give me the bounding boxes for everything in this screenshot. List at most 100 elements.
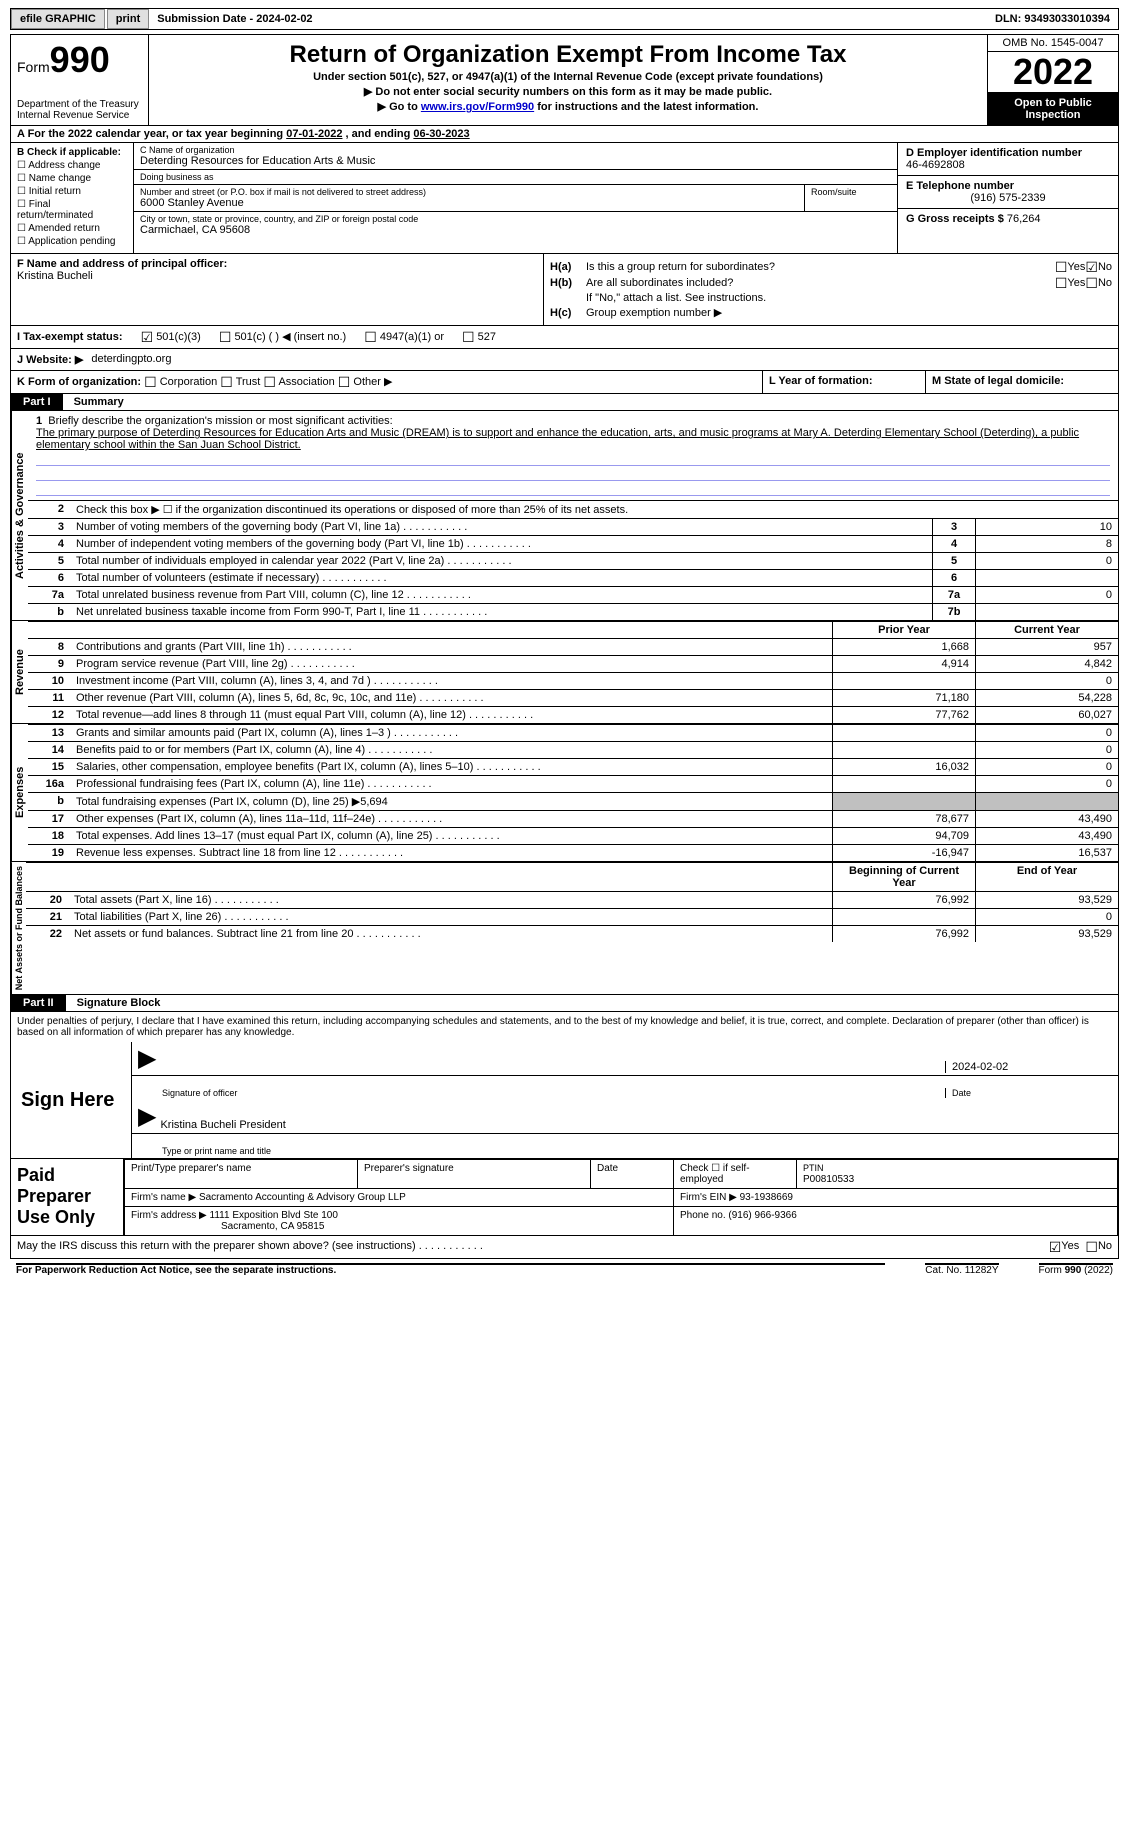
opt-527[interactable]: ☐ 527 bbox=[462, 330, 496, 344]
row-klm: K Form of organization: ☐ Corporation ☐ … bbox=[10, 371, 1119, 394]
form-subtitle: Under section 501(c), 527, or 4947(a)(1)… bbox=[155, 71, 981, 83]
part-i-title: Summary bbox=[66, 394, 132, 410]
ha-yes[interactable]: ☐ bbox=[1055, 260, 1068, 274]
firm-ein: 93-1938669 bbox=[740, 1192, 793, 1203]
room-label: Room/suite bbox=[811, 187, 891, 197]
street-value: 6000 Stanley Avenue bbox=[140, 197, 798, 209]
opt-other[interactable]: ☐ Other ▶ bbox=[338, 376, 393, 388]
firm-phone: (916) 966-9366 bbox=[728, 1210, 796, 1221]
paid-preparer-block: Paid Preparer Use Only Print/Type prepar… bbox=[10, 1159, 1119, 1236]
form-title: Return of Organization Exempt From Incom… bbox=[155, 41, 981, 69]
side-revenue: Revenue bbox=[11, 621, 28, 723]
ha-no[interactable]: ☑ bbox=[1085, 260, 1098, 274]
row-j: J Website: ▶ deterdingpto.org bbox=[10, 349, 1119, 371]
table-row: 18Total expenses. Add lines 13–17 (must … bbox=[28, 828, 1118, 845]
summary-section: Activities & Governance 1 Briefly descri… bbox=[10, 411, 1119, 995]
open-inspection-label: Open to Public Inspection bbox=[988, 93, 1118, 125]
opt-4947[interactable]: ☐ 4947(a)(1) or bbox=[364, 330, 444, 344]
table-row: 13Grants and similar amounts paid (Part … bbox=[28, 725, 1118, 742]
self-emp-label: Check ☐ if self-employed bbox=[674, 1160, 797, 1189]
firm-addr2: Sacramento, CA 95815 bbox=[221, 1221, 324, 1232]
print-name-label: Type or print name and title bbox=[162, 1146, 1112, 1156]
website-value: deterdingpto.org bbox=[91, 353, 171, 366]
part-ii-title: Signature Block bbox=[69, 995, 169, 1011]
phone-label: E Telephone number bbox=[906, 180, 1110, 192]
check-address-change[interactable]: ☐ Address change bbox=[17, 160, 127, 171]
sig-date-label: Date bbox=[945, 1088, 1112, 1098]
table-row: 10Investment income (Part VIII, column (… bbox=[28, 673, 1118, 690]
side-governance: Activities & Governance bbox=[11, 411, 28, 620]
table-row: 17Other expenses (Part IX, column (A), l… bbox=[28, 811, 1118, 828]
sign-date: 2024-02-02 bbox=[945, 1061, 1112, 1073]
sign-here-label: Sign Here bbox=[11, 1042, 132, 1158]
opt-501c[interactable]: ☐ 501(c) ( ) ◀ (insert no.) bbox=[219, 330, 346, 344]
table-row: bNet unrelated business taxable income f… bbox=[28, 604, 1118, 621]
org-name: Deterding Resources for Education Arts &… bbox=[140, 155, 891, 167]
form-header: Form990 Department of the Treasury Inter… bbox=[10, 34, 1119, 126]
dba-label: Doing business as bbox=[140, 172, 891, 182]
box-m: M State of legal domicile: bbox=[926, 371, 1118, 393]
discuss-row: May the IRS discuss this return with the… bbox=[10, 1236, 1119, 1259]
row-fh: F Name and address of principal officer:… bbox=[10, 254, 1119, 326]
city-value: Carmichael, CA 95608 bbox=[140, 224, 891, 236]
check-amended-return[interactable]: ☐ Amended return bbox=[17, 223, 127, 234]
name-label: C Name of organization bbox=[140, 145, 891, 155]
h-a-row: H(a)Is this a group return for subordina… bbox=[550, 260, 1112, 274]
section-abc: B Check if applicable: ☐ Address change … bbox=[10, 143, 1119, 254]
opt-trust[interactable]: ☐ Trust bbox=[220, 376, 260, 388]
hb-no[interactable]: ☐ bbox=[1085, 276, 1098, 290]
table-row: 6Total number of volunteers (estimate if… bbox=[28, 570, 1118, 587]
h-b-row: H(b)Are all subordinates included? ☐Yes … bbox=[550, 276, 1112, 290]
cat-number: Cat. No. 11282Y bbox=[925, 1263, 998, 1276]
dept-label: Department of the Treasury bbox=[17, 99, 142, 110]
officer-label: F Name and address of principal officer: bbox=[17, 258, 537, 270]
sig-officer-label: Signature of officer bbox=[162, 1088, 945, 1098]
box-b: B Check if applicable: ☐ Address change … bbox=[11, 143, 134, 253]
print-button[interactable]: print bbox=[107, 9, 149, 29]
row-i: I Tax-exempt status: ☑ 501(c)(3) ☐ 501(c… bbox=[10, 326, 1119, 349]
h-b-note: If "No," attach a list. See instructions… bbox=[550, 292, 1112, 304]
opt-501c3[interactable]: ☑ 501(c)(3) bbox=[141, 330, 201, 344]
part-ii-header: Part II bbox=[11, 995, 66, 1011]
city-label: City or town, state or province, country… bbox=[140, 214, 891, 224]
check-name-change[interactable]: ☐ Name change bbox=[17, 173, 127, 184]
check-initial-return[interactable]: ☐ Initial return bbox=[17, 186, 127, 197]
gross-value: 76,264 bbox=[1007, 213, 1041, 225]
prep-name-label: Print/Type preparer's name bbox=[125, 1160, 358, 1189]
sign-arrow-icon-2: ▶ bbox=[138, 1102, 156, 1131]
firm-name: Sacramento Accounting & Advisory Group L… bbox=[199, 1192, 406, 1203]
table-row: 11Other revenue (Part VIII, column (A), … bbox=[28, 690, 1118, 707]
opt-assoc[interactable]: ☐ Association bbox=[263, 376, 334, 388]
table-row: 2Check this box ▶ ☐ if the organization … bbox=[28, 501, 1118, 519]
table-row: 20Total assets (Part X, line 16)76,99293… bbox=[26, 892, 1118, 909]
discuss-question: May the IRS discuss this return with the… bbox=[17, 1240, 1049, 1254]
form-org-label: K Form of organization: bbox=[17, 376, 141, 388]
hb-yes[interactable]: ☐ bbox=[1055, 276, 1068, 290]
check-final-return[interactable]: ☐ Final return/terminated bbox=[17, 199, 127, 221]
check-app-pending[interactable]: ☐ Application pending bbox=[17, 236, 127, 247]
dln-label: DLN: 93493033010394 bbox=[995, 13, 1118, 25]
box-deg: D Employer identification number 46-4692… bbox=[898, 143, 1118, 253]
opt-corp[interactable]: ☐ Corporation bbox=[144, 376, 217, 388]
submission-date-label: Submission Date - 2024-02-02 bbox=[151, 13, 318, 25]
prep-sig-label: Preparer's signature bbox=[358, 1160, 591, 1189]
omb-number: OMB No. 1545-0047 bbox=[988, 35, 1118, 52]
firm-addr1: 1111 Exposition Blvd Ste 100 bbox=[210, 1210, 338, 1221]
discuss-yes[interactable]: ☑ bbox=[1049, 1240, 1062, 1254]
end-year-hdr: End of Year bbox=[976, 863, 1119, 892]
table-row: 7aTotal unrelated business revenue from … bbox=[28, 587, 1118, 604]
table-row: 9Program service revenue (Part VIII, lin… bbox=[28, 656, 1118, 673]
table-row: 8Contributions and grants (Part VIII, li… bbox=[28, 639, 1118, 656]
table-row: 22Net assets or fund balances. Subtract … bbox=[26, 926, 1118, 943]
side-net-assets: Net Assets or Fund Balances bbox=[11, 862, 26, 994]
discuss-no[interactable]: ☐ bbox=[1085, 1240, 1098, 1254]
table-row: 12Total revenue—add lines 8 through 11 (… bbox=[28, 707, 1118, 724]
irs-link[interactable]: www.irs.gov/Form990 bbox=[421, 101, 534, 113]
perjury-note: Under penalties of perjury, I declare th… bbox=[10, 1012, 1119, 1042]
ein-label: D Employer identification number bbox=[906, 147, 1110, 159]
ptin-value: P00810533 bbox=[803, 1174, 854, 1185]
paid-preparer-label: Paid Preparer Use Only bbox=[11, 1159, 124, 1235]
top-bar: efile GRAPHIC print Submission Date - 20… bbox=[10, 8, 1119, 30]
current-year-hdr: Current Year bbox=[976, 622, 1119, 639]
box-l: L Year of formation: bbox=[763, 371, 926, 393]
